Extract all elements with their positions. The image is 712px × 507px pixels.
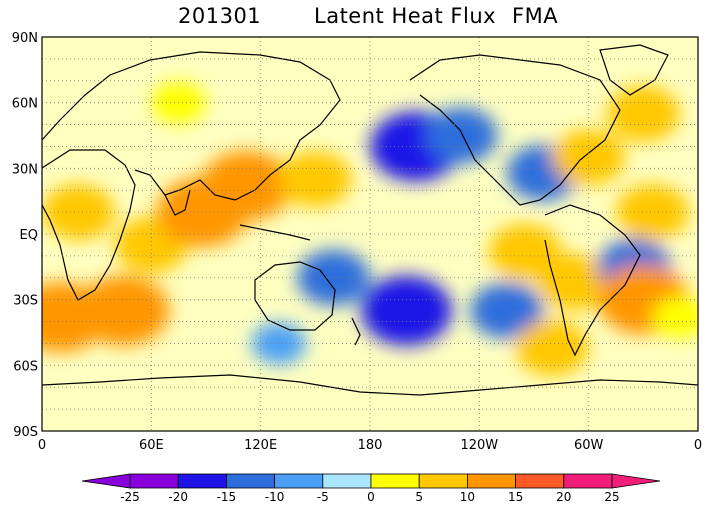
colorbar-box: [515, 473, 565, 489]
map-title: 201301 Latent Heat Flux FMA: [0, 4, 712, 34]
anomaly-blob: [200, 150, 292, 221]
coastline-greenland: [599, 44, 669, 96]
colorbar-label: 5: [415, 490, 423, 504]
lon-label: 0: [694, 438, 702, 453]
colorbar-label: -5: [317, 490, 329, 504]
coastlines: [42, 44, 698, 396]
lat-label: 90S: [13, 425, 38, 440]
anomaly-blob: [297, 249, 370, 306]
lon-label: 60E: [139, 438, 164, 453]
anomaly-blob: [470, 282, 544, 339]
colorbar-label: -25: [120, 490, 140, 504]
lon-label: 120E: [244, 438, 277, 453]
coastline-north-america: [409, 54, 621, 206]
colorbar-label: 0: [367, 490, 375, 504]
lat-label: 30S: [13, 294, 38, 309]
coastline-india: [164, 189, 191, 216]
colorbar-label: 15: [508, 490, 523, 504]
anomaly-blob: [616, 184, 689, 241]
lon-label: 60W: [574, 438, 604, 453]
colorbar-box: [563, 473, 613, 489]
colorbar-label: -20: [168, 490, 188, 504]
colorbar-label: -15: [217, 490, 237, 504]
colorbar-high-arrow: [611, 473, 661, 489]
colorbar-box: [129, 473, 179, 489]
anomaly-blob: [360, 275, 452, 346]
colorbar-box: [370, 473, 420, 489]
lat-label: 60S: [13, 359, 38, 374]
coastline-africa: [42, 149, 136, 301]
lon-label: 0: [38, 438, 46, 453]
coastline-indonesia: [239, 224, 311, 241]
coastline-australia: [254, 261, 336, 331]
colorbar-box: [322, 473, 372, 489]
anomaly-blob: [537, 254, 611, 311]
coastline-south-america: [544, 204, 641, 357]
title-variable: Latent Heat Flux: [314, 4, 497, 28]
title-season: FMA: [512, 4, 559, 28]
colorbar-label: 25: [604, 490, 619, 504]
colorbar-label: 10: [460, 490, 475, 504]
anomaly-blob: [42, 282, 106, 353]
lat-label: 90N: [12, 31, 38, 46]
colorbar-low-arrow: [81, 473, 131, 489]
colorbar-box: [177, 473, 227, 489]
anomaly-blob: [606, 85, 680, 142]
colorbar-box: [274, 473, 324, 489]
longitude-labels: 0 60E 120E 180 120W 60W 0: [38, 438, 702, 453]
latitude-labels: 90N 60N 30N EQ 30S 60S 90S: [12, 31, 38, 440]
lon-label: 120W: [460, 438, 498, 453]
title-date: 201301: [178, 4, 262, 28]
lat-label: EQ: [20, 228, 38, 243]
coastline-new-zealand: [351, 317, 361, 346]
anomaly-blob: [515, 319, 589, 376]
colorbar-box: [466, 473, 516, 489]
colorbar: -25 -20 -15 -10 -5 0 5 10 15 20 25: [81, 473, 661, 504]
coastline-eurasia: [42, 51, 341, 201]
lon-label: 180: [358, 438, 383, 453]
anomaly-blob: [424, 107, 498, 164]
coastline-antarctica: [42, 374, 698, 396]
anomaly-blob: [488, 223, 562, 280]
anomaly-blob: [652, 296, 698, 339]
lat-label: 60N: [12, 97, 38, 112]
map-frame: [41, 36, 699, 432]
colorbar-box: [418, 473, 468, 489]
colorbar-label: -10: [265, 490, 285, 504]
colorbar-label: 20: [556, 490, 571, 504]
lat-label: 30N: [12, 162, 38, 177]
colorbar-box: [225, 473, 275, 489]
anomaly-blob: [278, 151, 352, 208]
